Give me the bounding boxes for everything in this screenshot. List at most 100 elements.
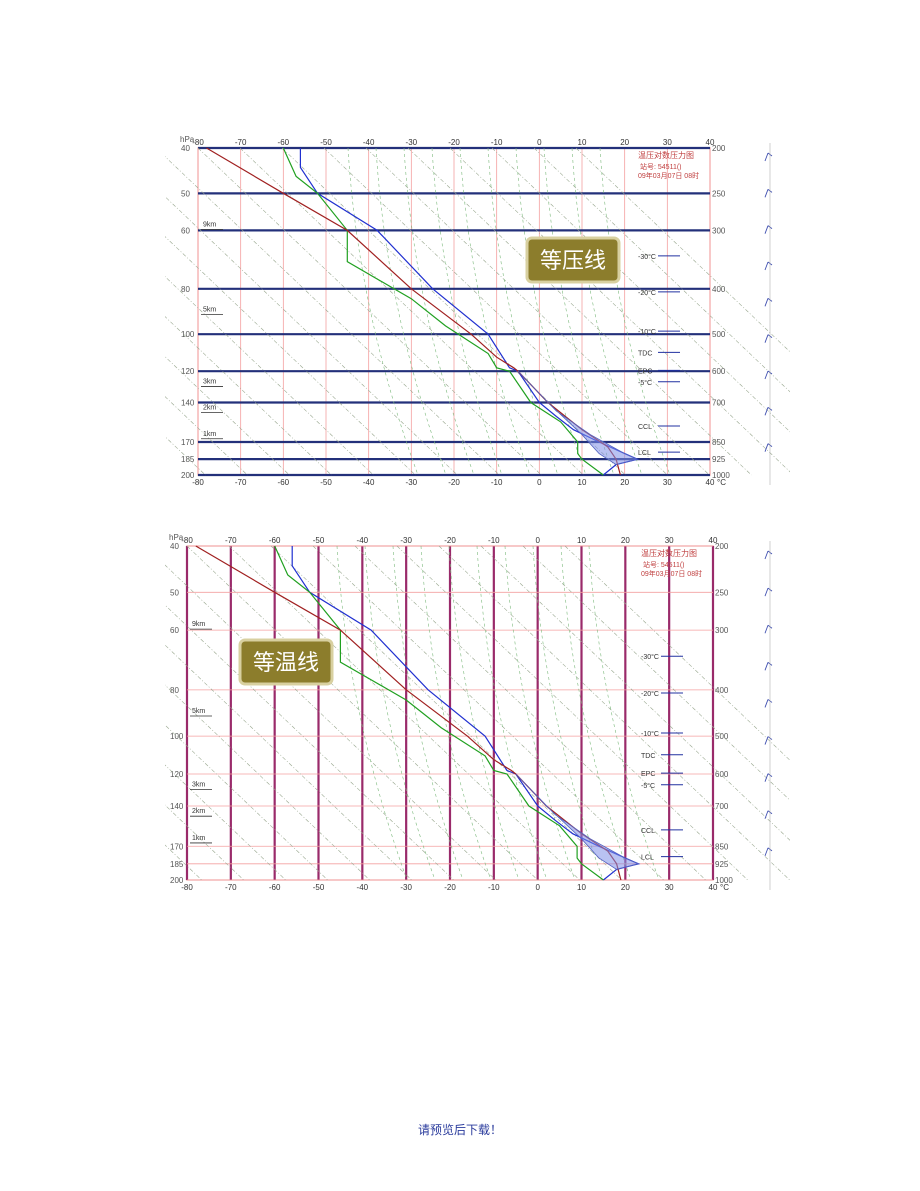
wind-barb	[764, 736, 773, 745]
dry-adiabat-line	[239, 147, 584, 476]
temp-unit-label: °C	[717, 478, 726, 487]
left-tick-label: 200	[181, 471, 195, 480]
x-tick-label-bottom: 20	[621, 883, 630, 892]
moist-adiabat-line	[599, 147, 671, 476]
right-tick-label: 400	[712, 285, 726, 294]
left-tick-label: 120	[181, 367, 195, 376]
x-tick-label-bottom: 40	[709, 883, 718, 892]
x-tick-label-top: 30	[663, 138, 672, 147]
x-tick-label-bottom: -40	[363, 478, 375, 487]
left-tick-label: 50	[170, 588, 179, 597]
dry-adiabat-line	[165, 604, 454, 881]
x-tick-label-bottom: -30	[406, 478, 418, 487]
x-tick-label-bottom: -40	[357, 883, 369, 892]
pressure-unit-label: hPa	[180, 135, 195, 144]
right-tick-label: 500	[712, 330, 726, 339]
x-tick-label-top: -30	[406, 138, 418, 147]
level-label: CCL	[641, 828, 655, 835]
height-marker-label: 5km	[203, 307, 216, 314]
dry-adiabat-line	[312, 545, 664, 881]
moist-adiabat-line	[364, 545, 436, 881]
right-tick-label: 600	[715, 770, 729, 779]
moist-adiabat-line	[392, 545, 464, 881]
x-tick-label-bottom: 10	[578, 478, 587, 487]
level-label: -30°C	[641, 653, 659, 661]
x-tick-label-bottom: -70	[225, 883, 237, 892]
wind-barb	[764, 847, 773, 857]
x-tick-label-bottom: 30	[665, 883, 674, 892]
dry-adiabat-line	[165, 236, 416, 476]
right-tick-label: 400	[715, 686, 729, 695]
right-tick-label: 925	[715, 860, 729, 869]
moist-adiabat-line	[532, 545, 604, 881]
x-tick-label-bottom: -20	[444, 883, 456, 892]
dry-adiabat-line	[533, 147, 790, 393]
wind-barb	[764, 334, 773, 343]
dry-adiabat-line	[323, 147, 668, 476]
state-curve	[206, 147, 621, 476]
x-tick-label-top: -10	[491, 138, 503, 147]
moist-adiabat-line	[504, 545, 576, 881]
dry-adiabat-line	[197, 147, 542, 476]
moist-adiabat-line	[403, 147, 475, 476]
x-tick-label-top: -20	[444, 536, 456, 545]
left-tick-label: 100	[181, 330, 195, 339]
x-tick-label-top: 20	[621, 536, 630, 545]
dry-adiabat-line	[491, 147, 790, 433]
dewpoint-curve	[274, 545, 604, 881]
x-tick-label-top: 40	[709, 536, 718, 545]
left-tick-label: 60	[170, 626, 179, 635]
moist-adiabat-line	[431, 147, 503, 476]
wind-barb	[764, 773, 773, 782]
x-tick-label-bottom: -80	[181, 883, 193, 892]
x-tick-label-top: -70	[235, 138, 247, 147]
cape-area	[517, 370, 639, 466]
left-tick-label: 40	[170, 542, 179, 551]
right-tick-label: 500	[715, 732, 729, 741]
level-label: TDC	[641, 753, 655, 760]
x-tick-label-top: -80	[181, 536, 193, 545]
x-tick-label-top: 0	[535, 536, 540, 545]
legend-station: 站号: 54511()	[643, 560, 685, 569]
left-tick-label: 120	[170, 770, 184, 779]
x-tick-label-bottom: -80	[192, 478, 204, 487]
moist-adiabat-line	[476, 545, 548, 881]
right-tick-label: 200	[712, 144, 726, 153]
level-label: EPC	[641, 771, 655, 778]
level-label: TDC	[638, 350, 652, 357]
height-marker-label: 1km	[203, 431, 216, 438]
right-tick-label: 850	[712, 438, 726, 447]
x-tick-label-bottom: -10	[491, 478, 503, 487]
height-marker-label: 3km	[192, 781, 205, 788]
footer-download-note: 请预览后下载！	[417, 1123, 502, 1137]
moist-adiabat-line	[347, 147, 419, 476]
right-tick-label: 300	[712, 226, 726, 235]
moist-adiabat-line	[515, 147, 587, 476]
x-tick-label-top: -40	[363, 138, 375, 147]
x-tick-label-bottom: 20	[620, 478, 629, 487]
right-tick-label: 200	[715, 542, 729, 551]
temperature-curve	[299, 148, 640, 476]
x-tick-label-bottom: -60	[278, 478, 290, 487]
annotation-label: 等压线	[540, 249, 606, 274]
x-tick-label-top: 10	[578, 138, 587, 147]
x-tick-label-top: -70	[225, 536, 237, 545]
dry-adiabat-line	[165, 316, 332, 476]
temperature-curve	[291, 546, 641, 881]
level-label: -30°C	[638, 253, 656, 261]
skewt-chart-isotherms: -80 -80 -70 -70 -60 -60 -50 -50 -40 -40 -30 -30 -20 -…	[165, 528, 790, 903]
right-tick-label: 600	[712, 367, 726, 376]
level-label: LCL	[638, 450, 651, 457]
x-tick-label-bottom: 30	[663, 478, 672, 487]
x-tick-label-top: -60	[278, 138, 290, 147]
x-tick-label-bottom: -10	[488, 883, 500, 892]
left-tick-label: 200	[170, 876, 184, 885]
moist-adiabat-line	[588, 545, 660, 881]
skewt-plot: -80 -80 -70 -70 -60 -60 -50 -50 -40 -40 -30 -30 -20 -…	[165, 135, 790, 487]
x-tick-label-top: 30	[665, 536, 674, 545]
moist-adiabat-line	[420, 545, 492, 881]
height-marker-label: 3km	[203, 378, 216, 385]
dry-adiabat-line	[165, 276, 374, 476]
moist-adiabat-line	[448, 545, 520, 881]
level-label: -5°C	[638, 379, 652, 387]
